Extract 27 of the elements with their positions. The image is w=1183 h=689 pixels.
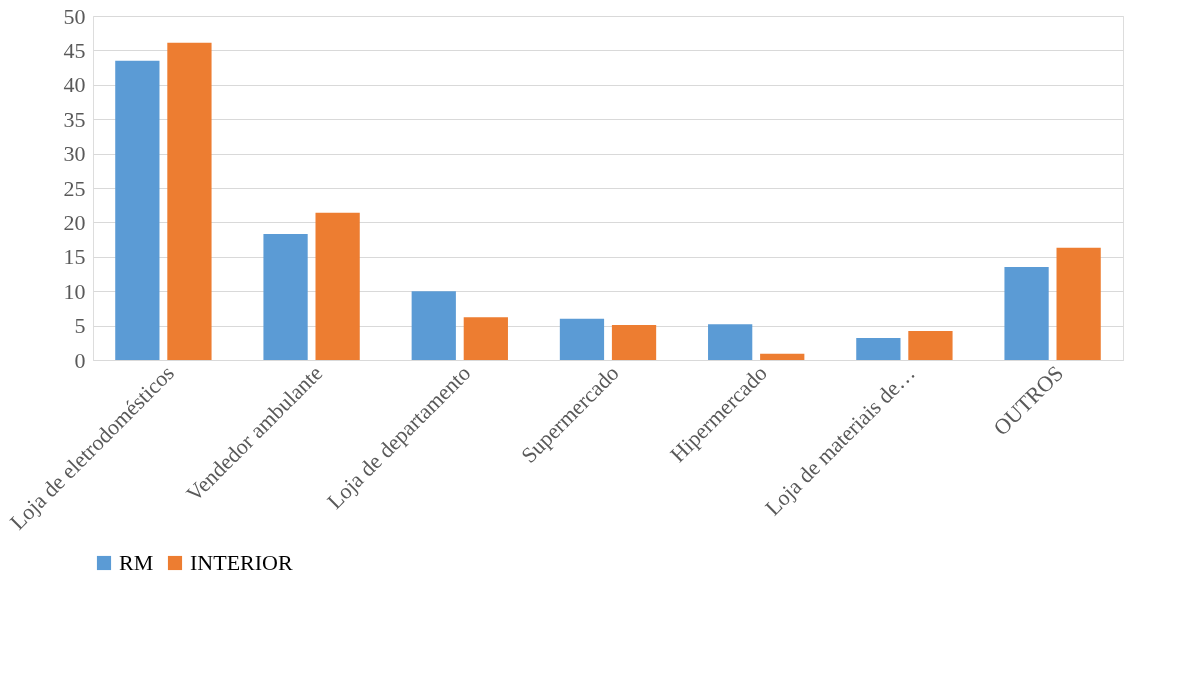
legend-label: RM: [119, 550, 154, 575]
bar: [1004, 267, 1049, 360]
bar: [315, 212, 360, 360]
bar: [463, 317, 508, 360]
bar: [263, 234, 308, 360]
bar: [760, 353, 805, 360]
y-tick-label: 15: [63, 244, 86, 270]
bar: [167, 42, 212, 360]
bar: [1056, 247, 1101, 360]
bar: [856, 337, 901, 360]
bar: [611, 324, 657, 360]
bar: [411, 291, 456, 360]
legend-label: INTERIOR: [190, 550, 293, 575]
y-tick-label: 25: [63, 175, 86, 201]
y-tick-label: 40: [63, 72, 86, 98]
y-tick-label: 5: [74, 313, 86, 339]
y-tick-label: 10: [63, 278, 86, 304]
bar: [708, 324, 753, 360]
y-tick-label: 30: [63, 141, 86, 167]
bar: [908, 331, 953, 360]
y-tick-label: 35: [63, 106, 86, 132]
bar: [115, 60, 160, 360]
bar: [559, 318, 605, 360]
y-tick-label: 20: [63, 209, 86, 235]
y-tick-label: 0: [74, 347, 86, 373]
y-tick-label: 50: [63, 3, 86, 29]
y-tick-label: 45: [63, 37, 86, 63]
